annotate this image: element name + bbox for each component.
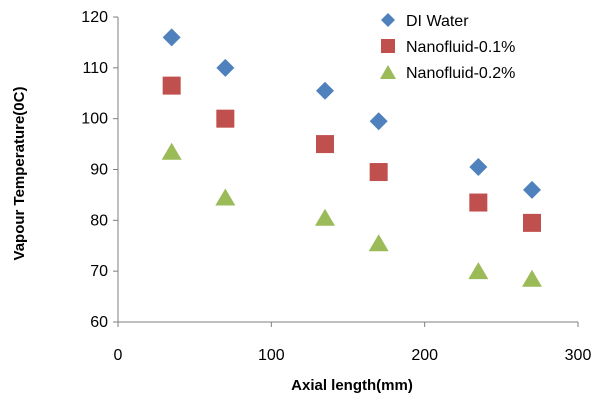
data-point (316, 135, 334, 154)
y-tick-label: 70 (90, 263, 108, 280)
x-tick-label: 100 (258, 347, 285, 364)
data-point (216, 58, 235, 77)
data-point (368, 234, 389, 252)
data-point (469, 157, 488, 176)
data-points (161, 28, 542, 287)
legend-marker (380, 65, 396, 79)
legend: DI Water Nanofluid-0.1% Nanofluid-0.2% (380, 13, 515, 82)
x-ticks: 0 100 200 300 (114, 322, 592, 364)
data-point (523, 180, 541, 199)
legend-marker (381, 39, 395, 53)
legend-marker (381, 13, 395, 27)
legend-label: DI Water (406, 13, 469, 30)
axes (117, 17, 578, 323)
y-tick-label: 120 (81, 9, 108, 26)
x-tick-label: 200 (411, 347, 438, 364)
data-point (522, 269, 542, 287)
data-point (369, 112, 388, 131)
data-point (162, 76, 181, 95)
series-3 (161, 142, 542, 287)
data-point (469, 193, 488, 212)
y-tick-label: 60 (90, 314, 108, 331)
legend-item-1: DI Water (381, 13, 469, 30)
y-tick-label: 100 (81, 111, 108, 128)
x-tick-label: 300 (565, 347, 592, 364)
data-point (161, 142, 182, 160)
series-1 (162, 28, 541, 199)
data-point (162, 28, 181, 47)
data-point (523, 213, 541, 232)
data-point (315, 208, 335, 226)
y-ticks: 60 70 80 90 100 110 120 (81, 9, 118, 331)
y-tick-label: 110 (82, 60, 108, 77)
data-point (316, 81, 334, 100)
legend-item-3: Nanofluid-0.2% (380, 65, 515, 82)
y-tick-label: 90 (90, 162, 108, 179)
legend-item-2: Nanofluid-0.1% (381, 39, 515, 56)
data-point (216, 109, 235, 128)
y-axis-title: Vapour Temperature(0C) (11, 87, 28, 261)
y-tick-label: 80 (90, 212, 108, 229)
x-axis-title: Axial length(mm) (291, 377, 413, 394)
data-point (468, 262, 489, 280)
x-tick-label: 0 (114, 347, 123, 364)
data-point (369, 163, 388, 182)
legend-label: Nanofluid-0.2% (406, 65, 515, 82)
series-2 (162, 76, 541, 232)
legend-label: Nanofluid-0.1% (406, 39, 515, 56)
data-point (215, 188, 236, 206)
